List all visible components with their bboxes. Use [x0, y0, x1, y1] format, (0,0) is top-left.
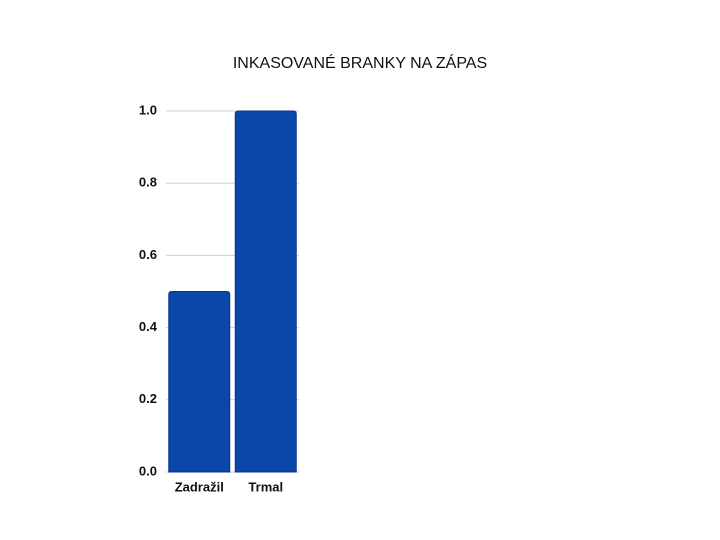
x-tick-label: Trmal — [248, 479, 283, 494]
bar — [168, 291, 231, 473]
chart-title: INKASOVANÉ BRANKY NA ZÁPAS — [233, 53, 487, 72]
y-tick-label: 1.0 — [139, 102, 157, 117]
y-tick-label: 0.0 — [139, 463, 157, 478]
y-tick-label: 0.8 — [139, 175, 157, 190]
y-tick-label: 0.6 — [139, 247, 157, 262]
bar — [234, 110, 297, 473]
x-tick-label: Zadražil — [175, 479, 224, 494]
y-tick-label: 0.4 — [139, 319, 158, 334]
y-tick-label: 0.2 — [139, 391, 157, 406]
